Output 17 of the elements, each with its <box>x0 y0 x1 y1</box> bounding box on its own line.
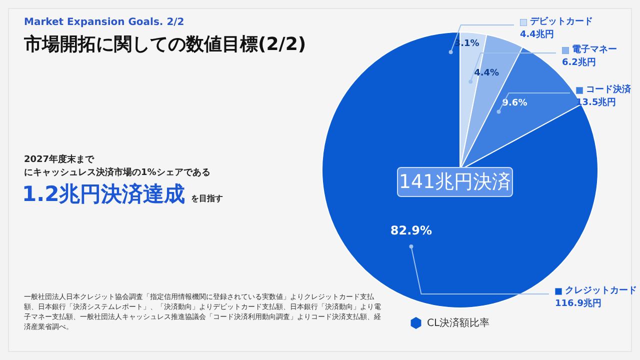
text: 4.4兆円 <box>520 30 554 40</box>
text: を目指す <box>191 194 224 203</box>
text: にキャッシュレス決済市場の1%シェアである <box>24 166 210 179</box>
text: 6.2兆円 <box>562 58 596 68</box>
text: 1.2兆円決済達成 <box>22 182 186 206</box>
text: 116.9兆円 <box>555 299 602 309</box>
text: 141兆円決済 <box>397 167 513 197</box>
text: Market Expansion Goals. 2/2 <box>24 17 184 28</box>
legend-label: コード決済 <box>586 84 631 97</box>
text: 市場開拓に関しての数値目標(2/2) <box>24 33 306 56</box>
data-label: 9.6% <box>502 98 528 109</box>
legend-title: CL決済額比率 <box>427 316 490 330</box>
data-label: 82.9% <box>390 224 432 238</box>
text: 2027年度末まで <box>24 153 94 166</box>
legend-label: 電子マネー <box>572 44 617 57</box>
legend-label: デビットカード <box>530 16 593 29</box>
legend-label: クレジットカード <box>565 285 637 298</box>
